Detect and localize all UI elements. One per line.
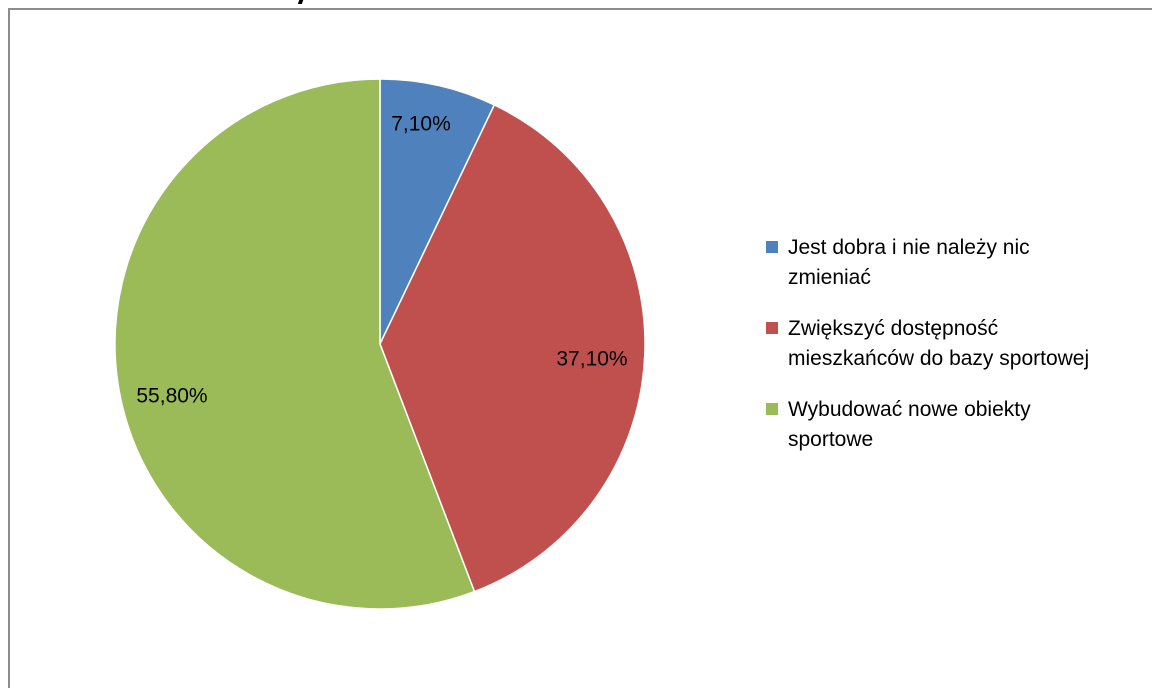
legend-label-blue-line2: zmieniać [788, 266, 871, 289]
legend-label-blue-line1: Jest dobra i nie należy nic [788, 236, 1030, 259]
legend-label-green-line2: sportowe [788, 428, 874, 451]
legend-label-red-line1: Zwiększyć dostępność [788, 317, 999, 340]
pie-slice-1 [379, 103, 646, 593]
pie-chart: 7,10% 37,10% 55,80% [114, 78, 646, 610]
legend-swatch-red [766, 322, 778, 334]
legend-item-green: Wybudować nowe obiekty sportowe [766, 395, 1146, 455]
pie-slice-0 [379, 78, 496, 345]
legend-item-red: Zwiększyć dostępność mieszkańców do bazy… [766, 314, 1146, 374]
slice-data-label-0: 7,10% [391, 113, 451, 136]
legend-item-blue: Jest dobra i nie należy nic zmieniać [766, 233, 1146, 293]
slice-data-label-1: 37,10% [556, 348, 627, 371]
slice-data-label-2: 55,80% [136, 385, 207, 408]
legend-swatch-blue [766, 241, 778, 253]
pie-slice-2 [114, 78, 476, 610]
legend-label-green-line1: Wybudować nowe obiekty [788, 398, 1031, 421]
title-fragment [296, 0, 316, 6]
legend-label-red-line2: mieszkańców do bazy sportowej [788, 347, 1090, 370]
legend: Jest dobra i nie należy nic zmieniać Zwi… [766, 233, 1146, 476]
legend-swatch-green [766, 403, 778, 415]
